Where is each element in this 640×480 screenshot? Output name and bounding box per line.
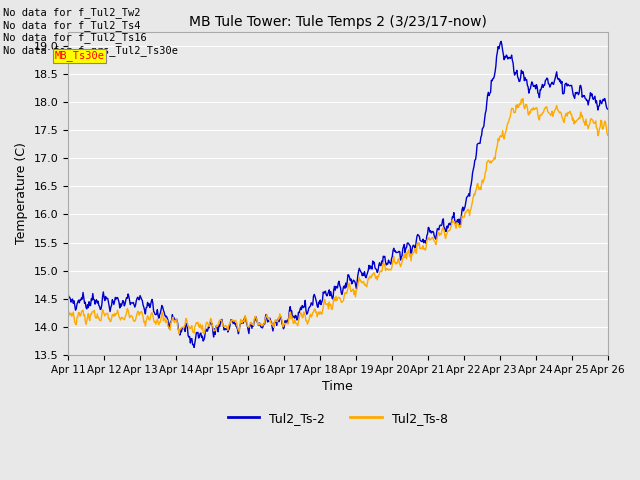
Tul2_Ts-8: [64, 312, 72, 318]
Tul2_Ts-2: [74, 299, 82, 305]
Tul2_Ts-8: [420, 246, 428, 252]
Legend: Tul2_Ts-2, Tul2_Ts-8: Tul2_Ts-2, Tul2_Ts-8: [223, 407, 452, 430]
Tul2_Ts-8: [185, 324, 193, 329]
X-axis label: Time: Time: [323, 381, 353, 394]
Tul2_Ts-8: [129, 317, 137, 323]
Tul2_Ts-2: [129, 300, 137, 305]
Text: No data for f_Tul2_Tw2
No data for f_Tul2_Ts4
No data for f_Tul2_Ts16
No data fo: No data for f_Tul2_Tw2 No data for f_Tul…: [3, 7, 178, 56]
Tul2_Ts-8: [214, 324, 221, 329]
Tul2_Ts-2: [420, 240, 428, 246]
Line: Tul2_Ts-8: Tul2_Ts-8: [68, 98, 608, 334]
Tul2_Ts-8: [175, 331, 183, 337]
Tul2_Ts-8: [604, 132, 612, 138]
Tul2_Ts-8: [74, 314, 82, 320]
Tul2_Ts-2: [604, 106, 612, 112]
Y-axis label: Temperature (C): Temperature (C): [15, 143, 28, 244]
Tul2_Ts-2: [497, 38, 505, 44]
Line: Tul2_Ts-2: Tul2_Ts-2: [68, 41, 608, 348]
Tul2_Ts-2: [404, 240, 412, 246]
Text: MB_Ts30e: MB_Ts30e: [54, 50, 104, 61]
Tul2_Ts-2: [184, 333, 192, 338]
Tul2_Ts-8: [519, 96, 527, 101]
Tul2_Ts-2: [64, 291, 72, 297]
Tul2_Ts-2: [214, 325, 221, 331]
Title: MB Tule Tower: Tule Temps 2 (3/23/17-now): MB Tule Tower: Tule Temps 2 (3/23/17-now…: [189, 15, 487, 29]
Tul2_Ts-8: [404, 249, 412, 255]
Tul2_Ts-2: [190, 345, 198, 350]
